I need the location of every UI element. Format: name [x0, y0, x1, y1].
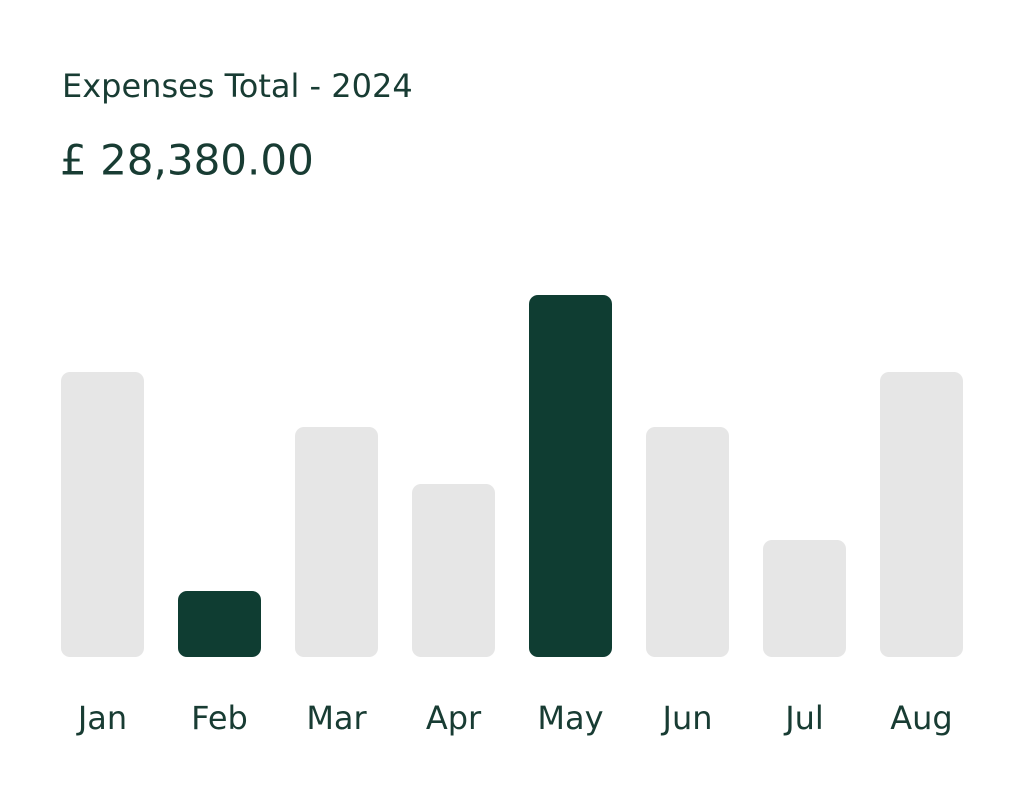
bar [529, 295, 612, 657]
bar [178, 591, 261, 657]
x-tick-label: Apr [426, 699, 482, 737]
card-title: Expenses Total - 2024 [62, 67, 413, 105]
x-tick-label: Jan [76, 699, 127, 737]
bar [763, 540, 846, 657]
x-tick-label: Jun [661, 699, 713, 737]
bar [412, 484, 495, 657]
x-tick-label: Mar [306, 699, 367, 737]
x-tick-label: Feb [191, 699, 248, 737]
x-tick-label: Jul [783, 699, 824, 737]
bar [61, 372, 144, 657]
x-tick-label: May [537, 699, 603, 737]
bar [295, 427, 378, 657]
bar [880, 372, 963, 657]
x-tick-label: Aug [890, 699, 952, 737]
bar [646, 427, 729, 657]
expenses-total: £ 28,380.00 [60, 136, 314, 185]
